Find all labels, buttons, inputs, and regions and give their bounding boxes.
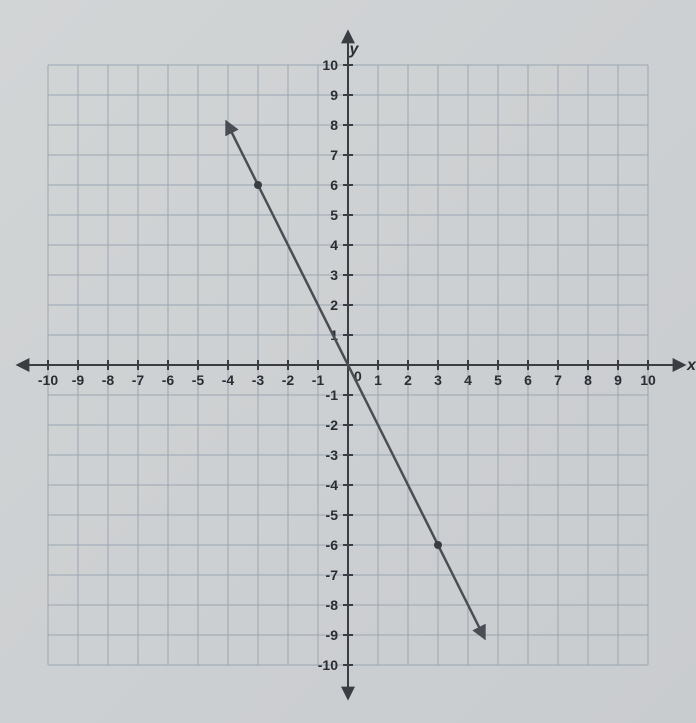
y-tick-label: -2 bbox=[326, 417, 339, 433]
y-tick-label: 2 bbox=[330, 297, 338, 313]
y-tick-label: -8 bbox=[326, 597, 339, 613]
y-tick-label: -9 bbox=[326, 627, 339, 643]
data-line bbox=[228, 125, 483, 635]
x-tick-label: -10 bbox=[38, 372, 58, 388]
y-tick-label: 6 bbox=[330, 177, 338, 193]
x-tick-label: 5 bbox=[494, 372, 502, 388]
x-tick-label: -8 bbox=[102, 372, 115, 388]
y-tick-label: 7 bbox=[330, 147, 338, 163]
x-tick-label: 2 bbox=[404, 372, 412, 388]
x-tick-label: -5 bbox=[192, 372, 205, 388]
y-tick-label: -10 bbox=[318, 657, 338, 673]
y-tick-label: -3 bbox=[326, 447, 339, 463]
x-tick-label: -3 bbox=[252, 372, 265, 388]
data-point bbox=[434, 541, 442, 549]
y-tick-label: -6 bbox=[326, 537, 339, 553]
coordinate-plane-chart: -10-9-8-7-6-5-4-3-2-1012345678910-10-9-8… bbox=[0, 0, 696, 723]
chart-svg: -10-9-8-7-6-5-4-3-2-1012345678910-10-9-8… bbox=[0, 0, 696, 723]
x-axis-title: x bbox=[686, 357, 696, 374]
x-tick-label: -6 bbox=[162, 372, 175, 388]
x-tick-label: -7 bbox=[132, 372, 145, 388]
y-tick-label: -5 bbox=[326, 507, 339, 523]
x-tick-label: 4 bbox=[464, 372, 472, 388]
x-tick-label: 10 bbox=[640, 372, 656, 388]
x-tick-label: 7 bbox=[554, 372, 562, 388]
y-tick-label: 10 bbox=[322, 57, 338, 73]
y-axis-title: y bbox=[349, 41, 360, 58]
data-point bbox=[254, 181, 262, 189]
y-tick-label: -1 bbox=[326, 387, 339, 403]
y-tick-label: 3 bbox=[330, 267, 338, 283]
y-tick-label: -7 bbox=[326, 567, 339, 583]
x-tick-label: 8 bbox=[584, 372, 592, 388]
x-tick-label: 6 bbox=[524, 372, 532, 388]
x-tick-label: -2 bbox=[282, 372, 295, 388]
y-tick-label: 9 bbox=[330, 87, 338, 103]
x-tick-label: 9 bbox=[614, 372, 622, 388]
x-tick-label: 1 bbox=[374, 372, 382, 388]
y-tick-label: -4 bbox=[326, 477, 339, 493]
x-tick-label: 3 bbox=[434, 372, 442, 388]
y-tick-label: 5 bbox=[330, 207, 338, 223]
x-tick-label: -9 bbox=[72, 372, 85, 388]
y-tick-label: 4 bbox=[330, 237, 338, 253]
x-tick-label: -1 bbox=[312, 372, 325, 388]
x-tick-label: -4 bbox=[222, 372, 235, 388]
y-tick-label: 8 bbox=[330, 117, 338, 133]
